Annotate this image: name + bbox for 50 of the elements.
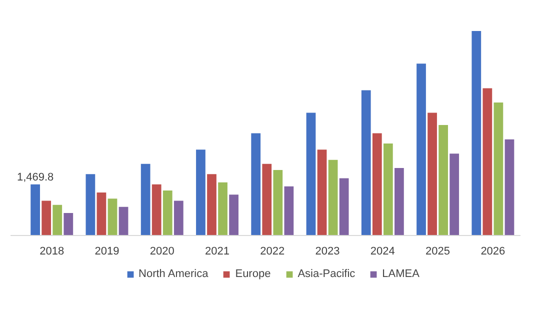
bar (86, 174, 96, 236)
bar (494, 102, 504, 236)
bar (262, 164, 272, 236)
x-tick-label: 2025 (426, 246, 450, 258)
bar (64, 213, 74, 236)
bar (328, 160, 338, 236)
bar (504, 139, 514, 236)
bar (207, 174, 216, 236)
bar (482, 88, 492, 236)
bar (30, 184, 40, 236)
bar (306, 112, 316, 236)
legend-label: Europe (235, 268, 271, 280)
bar (428, 112, 437, 236)
bar (273, 170, 283, 236)
bar (118, 206, 128, 236)
x-tick-label: 2018 (40, 246, 64, 258)
bar (394, 168, 404, 236)
bar (438, 125, 448, 236)
x-tick-label: 2024 (370, 246, 395, 258)
legend-label: North America (138, 268, 208, 280)
bar (416, 64, 426, 236)
bar (42, 200, 52, 236)
bar (339, 178, 349, 236)
x-tick-label: 2020 (150, 246, 174, 258)
bar (472, 30, 482, 236)
bar (383, 143, 393, 236)
x-tick-label: 2022 (260, 246, 285, 258)
bar (317, 150, 327, 236)
x-tick-label: 2023 (315, 246, 340, 258)
bar (96, 192, 106, 236)
bar (52, 204, 62, 236)
legend-label: LAMEA (382, 268, 420, 280)
bar (218, 182, 228, 236)
bar (108, 198, 118, 236)
bar (140, 164, 150, 236)
legend-label: Asia-Pacific (298, 268, 356, 280)
annotation: 1,469.8 (16, 171, 54, 184)
x-tick-label: 2021 (205, 246, 230, 258)
bar (196, 150, 206, 236)
bar (251, 133, 261, 236)
bar (284, 186, 294, 236)
bar (361, 90, 371, 236)
bar (162, 190, 172, 236)
bar (450, 154, 460, 236)
bar (174, 200, 184, 236)
x-tick-label: 2019 (94, 246, 120, 258)
x-tick-label: 2026 (480, 246, 506, 258)
bar (152, 184, 162, 236)
bar (372, 133, 382, 236)
bar (229, 194, 238, 236)
